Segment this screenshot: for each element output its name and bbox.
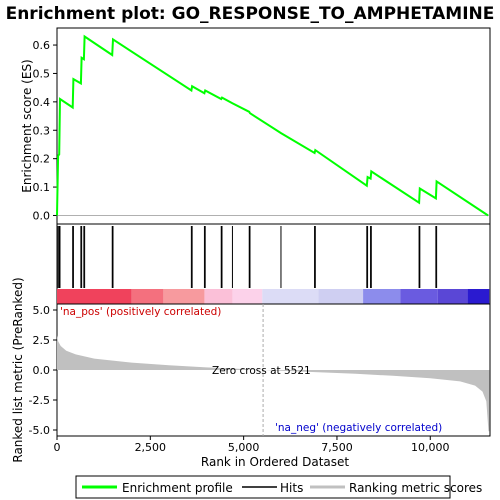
colorbar-segment (163, 289, 205, 304)
colorbar-segment (131, 289, 164, 304)
x-tick-label: 10,000 (411, 441, 450, 454)
x-tick-label: 5,000 (228, 441, 260, 454)
es-tick-label: 0.3 (33, 124, 51, 137)
enrichment-profile-line (56, 34, 489, 217)
positive-correlation-label: 'na_pos' (positively correlated) (60, 306, 221, 318)
colorbar-segment (400, 289, 438, 304)
es-tick-label: 0.2 (33, 153, 51, 166)
legend-metric-label: Ranking metric scores (349, 481, 482, 495)
metric-tick-label: 5.0 (33, 304, 51, 317)
metric-tick-label: 0.0 (33, 364, 51, 377)
x-tick-label: 7,500 (321, 441, 353, 454)
legend-hits-label: Hits (280, 481, 303, 495)
x-axis-ticks: 0 2,500 5,000 7,500 10,000 (54, 436, 450, 454)
colorbar-segment (232, 289, 263, 304)
es-axis-ticks: 0.0 0.1 0.2 0.3 0.4 0.5 0.6 (33, 39, 57, 222)
metric-tick-label: -2.5 (29, 394, 50, 407)
colorbar-segment (363, 289, 401, 304)
legend-enrichment-label: Enrichment profile (122, 481, 233, 495)
es-panel-frame (56, 27, 491, 225)
es-axis-label: Enrichment score (ES) (20, 59, 34, 192)
x-tick-label: 2,500 (135, 441, 167, 454)
es-tick-label: 0.6 (33, 39, 51, 52)
chart-title: Enrichment plot: GO_RESPONSE_TO_AMPHETAM… (6, 4, 495, 24)
es-tick-label: 0.1 (33, 181, 51, 194)
negative-correlation-label: 'na_neg' (negatively correlated) (275, 422, 442, 434)
es-tick-label: 0.4 (33, 96, 51, 109)
es-tick-label: 0.5 (33, 67, 51, 80)
metric-axis-label: Ranked list metric (PreRanked) (11, 277, 25, 462)
x-tick-label: 0 (54, 441, 61, 454)
colorbar-segment (204, 289, 233, 304)
metric-axis-ticks: 5.0 2.5 0.0 -2.5 -5.0 (29, 304, 57, 437)
colorbar-segment (467, 289, 490, 304)
zero-cross-label: Zero cross at 5521 (212, 365, 311, 377)
colorbar-segment (437, 289, 468, 304)
colorbar-segment (262, 289, 319, 304)
hit-marks (57, 226, 438, 288)
x-axis-label: Rank in Ordered Dataset (201, 455, 349, 469)
metric-tick-label: 2.5 (33, 334, 51, 347)
colorbar-segment (318, 289, 364, 304)
metric-tick-label: -5.0 (29, 424, 50, 437)
es-tick-label: 0.0 (33, 209, 51, 222)
colorbar-segment (57, 289, 132, 304)
rank-colorbar (57, 289, 490, 304)
